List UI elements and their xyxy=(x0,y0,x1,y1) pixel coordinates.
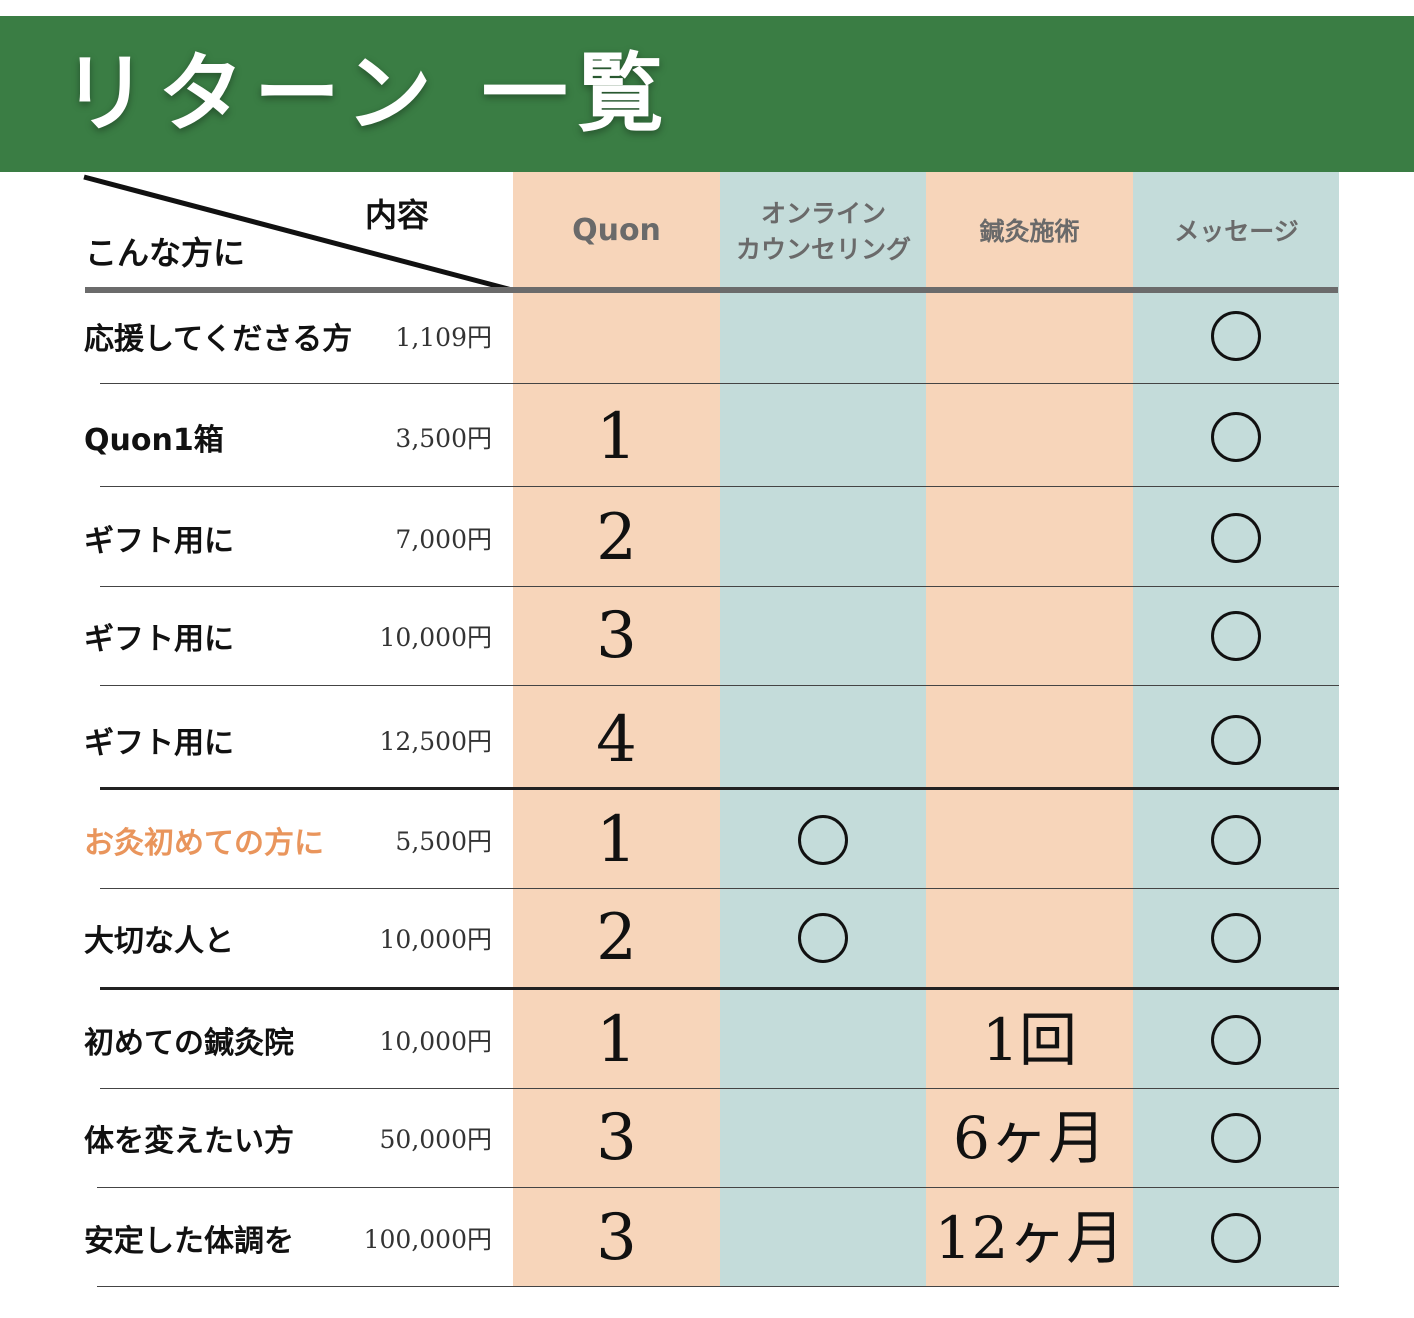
column-bg-acupuncture xyxy=(926,172,1133,1287)
row-price: 3,500円 xyxy=(395,424,492,453)
quon-quantity: 4 xyxy=(596,703,637,777)
column-bg-quon xyxy=(513,172,720,1287)
row-label: 安定した体調を xyxy=(84,1224,294,1259)
group-divider xyxy=(100,787,1339,790)
row-label: 体を変えたい方 xyxy=(84,1124,294,1159)
quon-quantity: 3 xyxy=(596,599,637,673)
row-price: 100,000円 xyxy=(363,1225,492,1254)
message-included-mark xyxy=(1211,513,1261,563)
message-included-mark xyxy=(1211,1213,1261,1263)
message-included-mark xyxy=(1211,913,1261,963)
row-price: 12,500円 xyxy=(379,727,492,756)
row-price: 10,000円 xyxy=(379,925,492,954)
row-price: 50,000円 xyxy=(379,1125,492,1154)
column-header-line: オンライン xyxy=(760,199,886,228)
message-included-mark xyxy=(1211,1113,1261,1163)
quon-quantity: 2 xyxy=(596,901,637,975)
row-price: 5,500円 xyxy=(395,827,492,856)
counseling-included-mark xyxy=(798,815,848,865)
quon-quantity: 1 xyxy=(596,400,637,474)
column-bg-counseling xyxy=(720,172,926,1287)
column-header-line: メッセージ xyxy=(1174,217,1299,246)
row-label: ギフト用に xyxy=(84,524,234,559)
quon-quantity: 1 xyxy=(596,803,637,877)
row-label: 応援してくださる方 xyxy=(84,322,353,357)
column-header-text: メッセージ xyxy=(1174,212,1299,248)
message-included-mark xyxy=(1211,311,1261,361)
row-price: 10,000円 xyxy=(379,623,492,652)
title-banner xyxy=(0,16,1414,172)
counseling-included-mark xyxy=(798,913,848,963)
row-label: ギフト用に xyxy=(84,726,234,761)
row-label: ギフト用に xyxy=(84,622,234,657)
row-divider xyxy=(97,1286,1339,1287)
message-included-mark xyxy=(1211,715,1261,765)
column-header-message: メッセージ xyxy=(1133,172,1340,288)
header-divider xyxy=(85,287,1338,293)
column-header-text: Quon xyxy=(572,213,661,248)
row-label: お灸初めての方に xyxy=(84,826,324,861)
row-label: 大切な人と xyxy=(84,924,234,959)
column-header-line: 鍼灸施術 xyxy=(979,217,1080,246)
row-label: Quon1箱 xyxy=(84,423,224,458)
row-divider xyxy=(100,383,1339,384)
acupuncture-duration: 12ヶ月 xyxy=(934,1204,1125,1272)
page-title: リターン 一覧 xyxy=(62,43,674,144)
column-header-line: Quon xyxy=(572,212,661,248)
row-label: 初めての鍼灸院 xyxy=(84,1026,294,1061)
message-included-mark xyxy=(1211,1015,1261,1065)
group-divider xyxy=(100,987,1339,990)
column-header-quon: Quon xyxy=(513,172,720,288)
column-header-text: オンラインカウンセリング xyxy=(736,194,911,266)
row-divider xyxy=(100,1088,1339,1089)
column-header-line: カウンセリング xyxy=(735,235,911,264)
column-header-counseling: オンラインカウンセリング xyxy=(720,172,927,288)
column-header-acupuncture: 鍼灸施術 xyxy=(926,172,1133,288)
row-divider xyxy=(97,1187,1339,1188)
quon-quantity: 3 xyxy=(596,1101,637,1175)
row-divider xyxy=(100,888,1339,889)
row-divider xyxy=(100,685,1339,686)
row-price: 1,109円 xyxy=(395,323,492,352)
message-included-mark xyxy=(1211,815,1261,865)
row-price: 10,000円 xyxy=(379,1027,492,1056)
row-divider xyxy=(100,586,1339,587)
corner-content-label: 内容 xyxy=(365,196,430,234)
row-price: 7,000円 xyxy=(395,525,492,554)
quon-quantity: 2 xyxy=(596,501,637,575)
message-included-mark xyxy=(1211,611,1261,661)
column-header-text: 鍼灸施術 xyxy=(979,212,1079,248)
quon-quantity: 3 xyxy=(596,1201,637,1275)
corner-target-label: こんな方に xyxy=(85,234,246,272)
acupuncture-duration: 1回 xyxy=(982,1006,1077,1074)
quon-quantity: 1 xyxy=(596,1003,637,1077)
row-divider xyxy=(100,486,1339,487)
acupuncture-duration: 6ヶ月 xyxy=(953,1104,1106,1172)
message-included-mark xyxy=(1211,412,1261,462)
